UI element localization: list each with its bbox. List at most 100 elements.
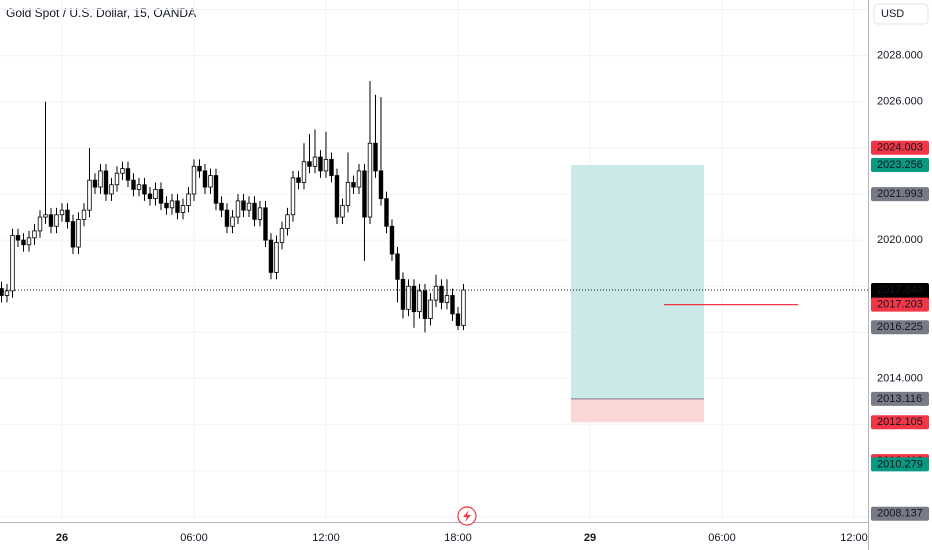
- candle-body: [43, 214, 48, 218]
- candle-body: [32, 230, 37, 239]
- candle-body: [54, 214, 59, 227]
- x-tick-label: 06:00: [708, 532, 736, 544]
- candle-body: [356, 170, 362, 188]
- candle-body: [175, 200, 180, 213]
- price-tag: 2013.116: [871, 391, 929, 406]
- candle-body: [230, 216, 235, 227]
- candle-body: [384, 198, 389, 227]
- candle-body: [191, 165, 197, 195]
- candle-body: [21, 239, 26, 246]
- x-tick-label: 12:00: [840, 532, 868, 544]
- candle-body: [114, 172, 120, 186]
- price-tag: 2016.225: [871, 320, 929, 335]
- x-tick-label: 12:00: [312, 532, 340, 544]
- chart-title: Gold Spot / U.S. Dollar, 15, OANDA: [6, 6, 196, 20]
- candle-body: [235, 200, 241, 218]
- candle-body: [389, 225, 395, 255]
- x-tick-label: 06:00: [180, 532, 208, 544]
- candle-body: [455, 313, 461, 326]
- price-tag-box: [871, 297, 929, 312]
- candle-body: [323, 158, 329, 172]
- price-tag: 2024.003: [871, 140, 929, 155]
- candle-body: [180, 205, 186, 213]
- candle-body: [296, 177, 301, 183]
- price-tag-label: 2021.993: [877, 188, 923, 200]
- candle-body: [461, 289, 466, 326]
- candle-body: [241, 200, 246, 211]
- x-tick-label: 29: [584, 532, 596, 544]
- candle-body: [252, 202, 257, 220]
- price-tag-box: [871, 187, 929, 202]
- candle-body: [290, 177, 296, 216]
- candle-body: [285, 214, 290, 229]
- replay-icon[interactable]: [457, 506, 477, 526]
- candle-body: [158, 188, 164, 204]
- candle-body: [81, 209, 87, 220]
- candle-body: [351, 182, 356, 188]
- candle-body: [329, 158, 334, 176]
- candle-body: [334, 175, 340, 218]
- currency-button[interactable]: USD: [873, 3, 929, 25]
- candle-body: [340, 205, 345, 218]
- price-tag-label: 2017.203: [877, 299, 923, 311]
- candle-body: [136, 184, 142, 190]
- candle-body: [0, 288, 4, 296]
- candle-body: [257, 207, 263, 220]
- candle-body: [15, 235, 21, 241]
- candle-body: [367, 142, 373, 218]
- candle-body: [164, 202, 169, 209]
- candle-body: [125, 168, 131, 181]
- candle-body: [147, 193, 153, 200]
- candle-body: [120, 168, 125, 174]
- candle-body: [395, 253, 400, 280]
- candle-body: [318, 156, 323, 172]
- price-tag-box: [871, 506, 929, 521]
- candle-body: [109, 184, 114, 195]
- candle-body: [224, 209, 230, 227]
- price-tag-box: [871, 391, 929, 406]
- price-tag-box: [871, 158, 929, 173]
- candle-body: [76, 218, 81, 248]
- candle-body: [444, 295, 450, 303]
- candle-body: [131, 179, 136, 190]
- candle-body: [37, 216, 43, 232]
- price-tag-label: 2012.105: [877, 416, 923, 428]
- candle-body: [219, 202, 224, 211]
- price-tag: 2017.203: [871, 297, 929, 312]
- candle-body: [4, 290, 10, 296]
- time-axis: [0, 522, 868, 550]
- icon-bolt: [463, 510, 471, 522]
- x-tick-label: 18:00: [444, 532, 472, 544]
- candle-body: [202, 170, 208, 188]
- candle-body: [345, 182, 351, 206]
- price-tag-label: 2016.225: [877, 321, 923, 333]
- candle-body: [70, 221, 76, 248]
- candle-body: [428, 299, 433, 319]
- price-tag: 2021.993: [871, 187, 929, 202]
- candle-body: [274, 242, 279, 273]
- price-tag-box: [871, 415, 929, 430]
- candle-body: [301, 161, 307, 183]
- candle-body: [213, 175, 219, 204]
- candle-body: [439, 285, 444, 303]
- candle-body: [59, 209, 65, 216]
- candle-body: [279, 228, 285, 243]
- price-tag-label: 2013.116: [877, 393, 922, 405]
- candle-body: [312, 156, 318, 167]
- currency-button-box: [873, 3, 929, 25]
- candle-body: [422, 290, 428, 319]
- candle-body: [263, 207, 268, 241]
- candle-body: [186, 193, 191, 206]
- price-tag: 2012.105: [871, 415, 929, 430]
- position-profit: [571, 165, 704, 399]
- currency-label: USD: [881, 8, 904, 20]
- candle-body: [268, 239, 274, 273]
- candle-body: [197, 165, 202, 172]
- candle-body: [10, 235, 15, 292]
- price-tag-box: [871, 457, 929, 472]
- candle-body: [417, 290, 422, 313]
- price-tag-label: 2023.256: [877, 159, 923, 171]
- position-loss: [571, 398, 704, 423]
- candle-body: [26, 237, 32, 246]
